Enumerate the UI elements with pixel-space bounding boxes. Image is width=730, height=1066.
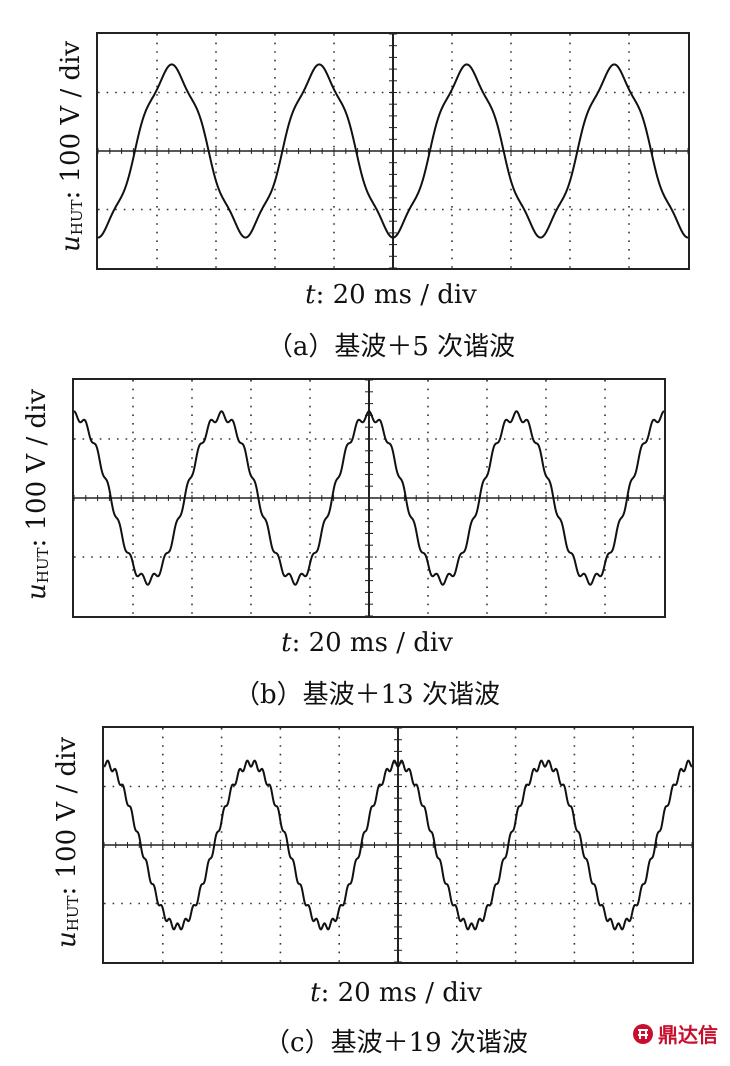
scope-plot	[104, 728, 692, 962]
oscilloscope-screen	[102, 726, 694, 964]
figure-caption: （a）基波＋5 次谐波	[266, 332, 516, 362]
watermark-logo: 鼎达信	[632, 1019, 718, 1048]
waveform-trace	[98, 63, 688, 239]
y-axis-label: uHUT: 100 V / div	[52, 736, 82, 948]
x-axis-label: t: 20 ms / div	[310, 978, 482, 1008]
oscilloscope-screen	[96, 32, 690, 270]
x-axis-label: t: 20 ms / div	[305, 280, 477, 310]
waveform-trace	[104, 759, 692, 931]
scope-plot	[98, 34, 688, 268]
brand-logo-icon	[633, 1023, 653, 1044]
figure-caption: （b）基波＋13 次谐波	[234, 680, 500, 710]
waveform-trace	[74, 410, 664, 586]
x-axis-label: t: 20 ms / div	[281, 628, 453, 658]
oscilloscope-screen	[72, 378, 666, 618]
watermark-text: 鼎达信	[658, 1023, 718, 1047]
y-axis-label: uHUT: 100 V / div	[22, 388, 52, 600]
y-axis-label: uHUT: 100 V / div	[56, 40, 86, 252]
figure-caption: （c）基波＋19 次谐波	[264, 1028, 528, 1058]
scope-plot	[74, 380, 664, 616]
